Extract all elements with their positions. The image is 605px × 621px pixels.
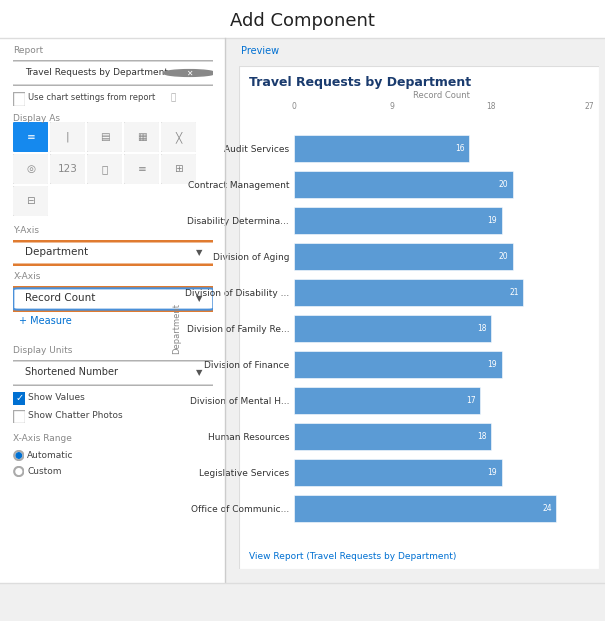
Text: 17: 17	[466, 396, 476, 405]
Text: Record Count: Record Count	[25, 294, 96, 304]
Text: Shortened Number: Shortened Number	[25, 368, 119, 378]
Text: Add: Add	[549, 596, 573, 606]
FancyBboxPatch shape	[87, 153, 123, 185]
Text: ▼: ▼	[196, 248, 203, 258]
FancyBboxPatch shape	[532, 588, 590, 614]
Text: Show Values: Show Values	[28, 393, 85, 402]
Bar	[294, 171, 512, 198]
FancyBboxPatch shape	[123, 121, 160, 153]
Text: 19: 19	[488, 468, 497, 477]
Text: ✕: ✕	[186, 68, 192, 78]
Text: Cancel: Cancel	[474, 596, 510, 606]
Text: Add Component: Add Component	[230, 12, 375, 30]
Text: ◎: ◎	[26, 164, 35, 174]
Text: 19: 19	[488, 216, 497, 225]
Text: ⊞: ⊞	[174, 164, 183, 174]
FancyBboxPatch shape	[13, 288, 214, 310]
Bar	[294, 459, 502, 486]
FancyBboxPatch shape	[239, 66, 599, 569]
Text: 18: 18	[477, 432, 486, 441]
Circle shape	[16, 453, 22, 458]
Bar	[294, 423, 491, 450]
FancyBboxPatch shape	[123, 153, 160, 185]
Text: ≡: ≡	[27, 132, 35, 142]
Bar	[294, 135, 469, 162]
FancyBboxPatch shape	[5, 287, 221, 311]
Text: 16: 16	[455, 144, 465, 153]
Text: ⊟: ⊟	[27, 196, 35, 206]
FancyBboxPatch shape	[49, 121, 87, 153]
FancyBboxPatch shape	[454, 588, 530, 614]
Text: + Measure: + Measure	[19, 316, 72, 326]
Text: Report: Report	[13, 46, 44, 55]
Text: X-Axis Range: X-Axis Range	[13, 434, 72, 443]
Text: 123: 123	[58, 164, 78, 174]
Text: 20: 20	[499, 180, 508, 189]
FancyBboxPatch shape	[5, 361, 221, 385]
FancyBboxPatch shape	[12, 153, 50, 185]
Text: Preview: Preview	[241, 46, 279, 56]
Bar	[294, 243, 512, 270]
Text: ⌖: ⌖	[102, 164, 108, 174]
Bar	[294, 207, 502, 234]
Text: |: |	[66, 132, 70, 142]
Circle shape	[163, 70, 215, 76]
Text: ▦: ▦	[137, 132, 146, 142]
FancyBboxPatch shape	[87, 121, 123, 153]
FancyBboxPatch shape	[160, 121, 197, 153]
Text: X-Axis: X-Axis	[13, 272, 41, 281]
Text: Travel Requests by Department: Travel Requests by Department	[249, 76, 471, 89]
Bar	[294, 279, 523, 306]
FancyBboxPatch shape	[13, 392, 25, 405]
Text: 18: 18	[477, 324, 486, 333]
Bar	[294, 351, 502, 378]
FancyBboxPatch shape	[12, 185, 50, 217]
Bar	[294, 315, 491, 342]
Text: ▼: ▼	[196, 294, 203, 304]
Text: ≡: ≡	[137, 164, 146, 174]
Text: ⓘ: ⓘ	[168, 93, 177, 102]
Text: Display As: Display As	[13, 114, 60, 123]
Text: Use chart settings from report: Use chart settings from report	[28, 93, 155, 102]
Text: 21: 21	[509, 288, 519, 297]
FancyBboxPatch shape	[13, 92, 25, 106]
Text: Department: Department	[25, 248, 88, 258]
Bar	[294, 387, 480, 414]
Text: ✓: ✓	[15, 394, 24, 404]
Text: Custom: Custom	[27, 467, 62, 476]
FancyBboxPatch shape	[160, 153, 197, 185]
Y-axis label: Department: Department	[172, 303, 181, 354]
FancyBboxPatch shape	[49, 153, 87, 185]
Text: ╳: ╳	[175, 131, 182, 143]
Text: 20: 20	[499, 252, 508, 261]
Text: Y-Axis: Y-Axis	[13, 226, 39, 235]
Text: Display Units: Display Units	[13, 346, 73, 355]
FancyBboxPatch shape	[5, 241, 221, 265]
Text: 24: 24	[542, 504, 552, 513]
Text: 19: 19	[488, 360, 497, 369]
Text: View Report (Travel Requests by Department): View Report (Travel Requests by Departme…	[249, 552, 456, 561]
Bar	[294, 495, 556, 522]
Text: Show Chatter Photos: Show Chatter Photos	[28, 411, 123, 420]
FancyBboxPatch shape	[5, 61, 221, 85]
Text: Travel Requests by Department: Travel Requests by Department	[25, 68, 168, 77]
Text: Automatic: Automatic	[27, 451, 74, 460]
FancyBboxPatch shape	[13, 410, 25, 423]
X-axis label: Record Count: Record Count	[413, 91, 470, 100]
Text: ▼: ▼	[196, 368, 203, 378]
FancyBboxPatch shape	[12, 121, 50, 153]
Text: ▤: ▤	[100, 132, 110, 142]
